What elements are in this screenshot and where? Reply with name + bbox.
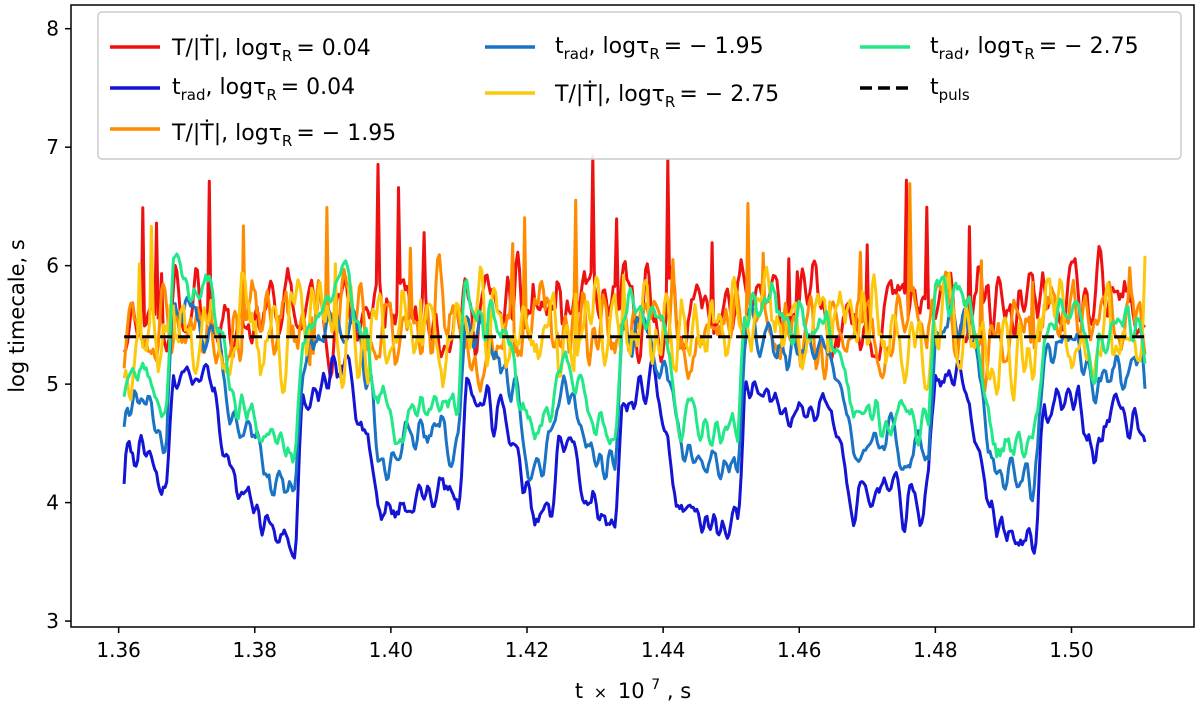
legend-label-T-275: T/|Ṫ|, logτR = − 2.75	[554, 81, 779, 111]
x-axis-label: t × 10 7 , s	[575, 670, 691, 703]
x-axis: 1.36 1.38 1.40 1.42 1.44 1.46 1.48 1.50	[96, 627, 1094, 662]
x-tick-label: 1.38	[232, 638, 277, 662]
legend-label-t-puls: tpuls	[930, 75, 970, 104]
legend: T/|Ṫ|, logτR = 0.04 trad, logτR = 0.04 T/|…	[97, 11, 1182, 160]
x-tick-label: 1.44	[641, 638, 686, 662]
x-tick-label: 1.36	[96, 638, 141, 662]
plot-frame	[70, 4, 1195, 628]
series-line-T_dot_195	[122, 182, 1147, 393]
x-axis-label-base: 10	[618, 679, 645, 703]
x-axis-label-exp: 7	[651, 677, 660, 693]
y-tick-label: 6	[46, 254, 59, 278]
x-axis-label-prefix: t	[575, 679, 583, 703]
y-tick-label: 5	[46, 372, 59, 396]
legend-label-T-195: T/|Ṫ|, logτR = − 1.95	[171, 120, 396, 150]
y-tick-label: 7	[46, 135, 59, 159]
x-tick-label: 1.42	[505, 638, 550, 662]
legend-label-trad-275: trad, logτR = − 2.75	[930, 34, 1139, 63]
x-tick-label: 1.46	[777, 638, 822, 662]
x-tick-label: 1.48	[913, 638, 958, 662]
x-tick-label: 1.40	[369, 638, 414, 662]
y-axis: 3 4 5 6 7 8	[46, 17, 71, 633]
y-tick-label: 4	[46, 491, 59, 515]
series-line-trad_275	[122, 252, 1147, 464]
legend-label-trad-004: trad, logτR = 0.04	[172, 75, 355, 104]
y-tick-label: 3	[46, 609, 59, 633]
x-tick-label: 1.50	[1049, 638, 1094, 662]
y-tick-label: 8	[46, 17, 59, 41]
x-axis-label-suffix: , s	[667, 679, 691, 703]
y-axis-label: log timecale, s	[5, 239, 29, 393]
x-axis-label-times: ×	[594, 683, 607, 702]
series-layer	[122, 154, 1147, 560]
legend-label-T-004: T/|Ṫ|, logτR = 0.04	[171, 35, 371, 65]
legend-box	[97, 11, 1182, 160]
series-line-trad_004	[122, 354, 1147, 560]
legend-label-trad-195: trad, logτR = − 1.95	[555, 34, 764, 63]
